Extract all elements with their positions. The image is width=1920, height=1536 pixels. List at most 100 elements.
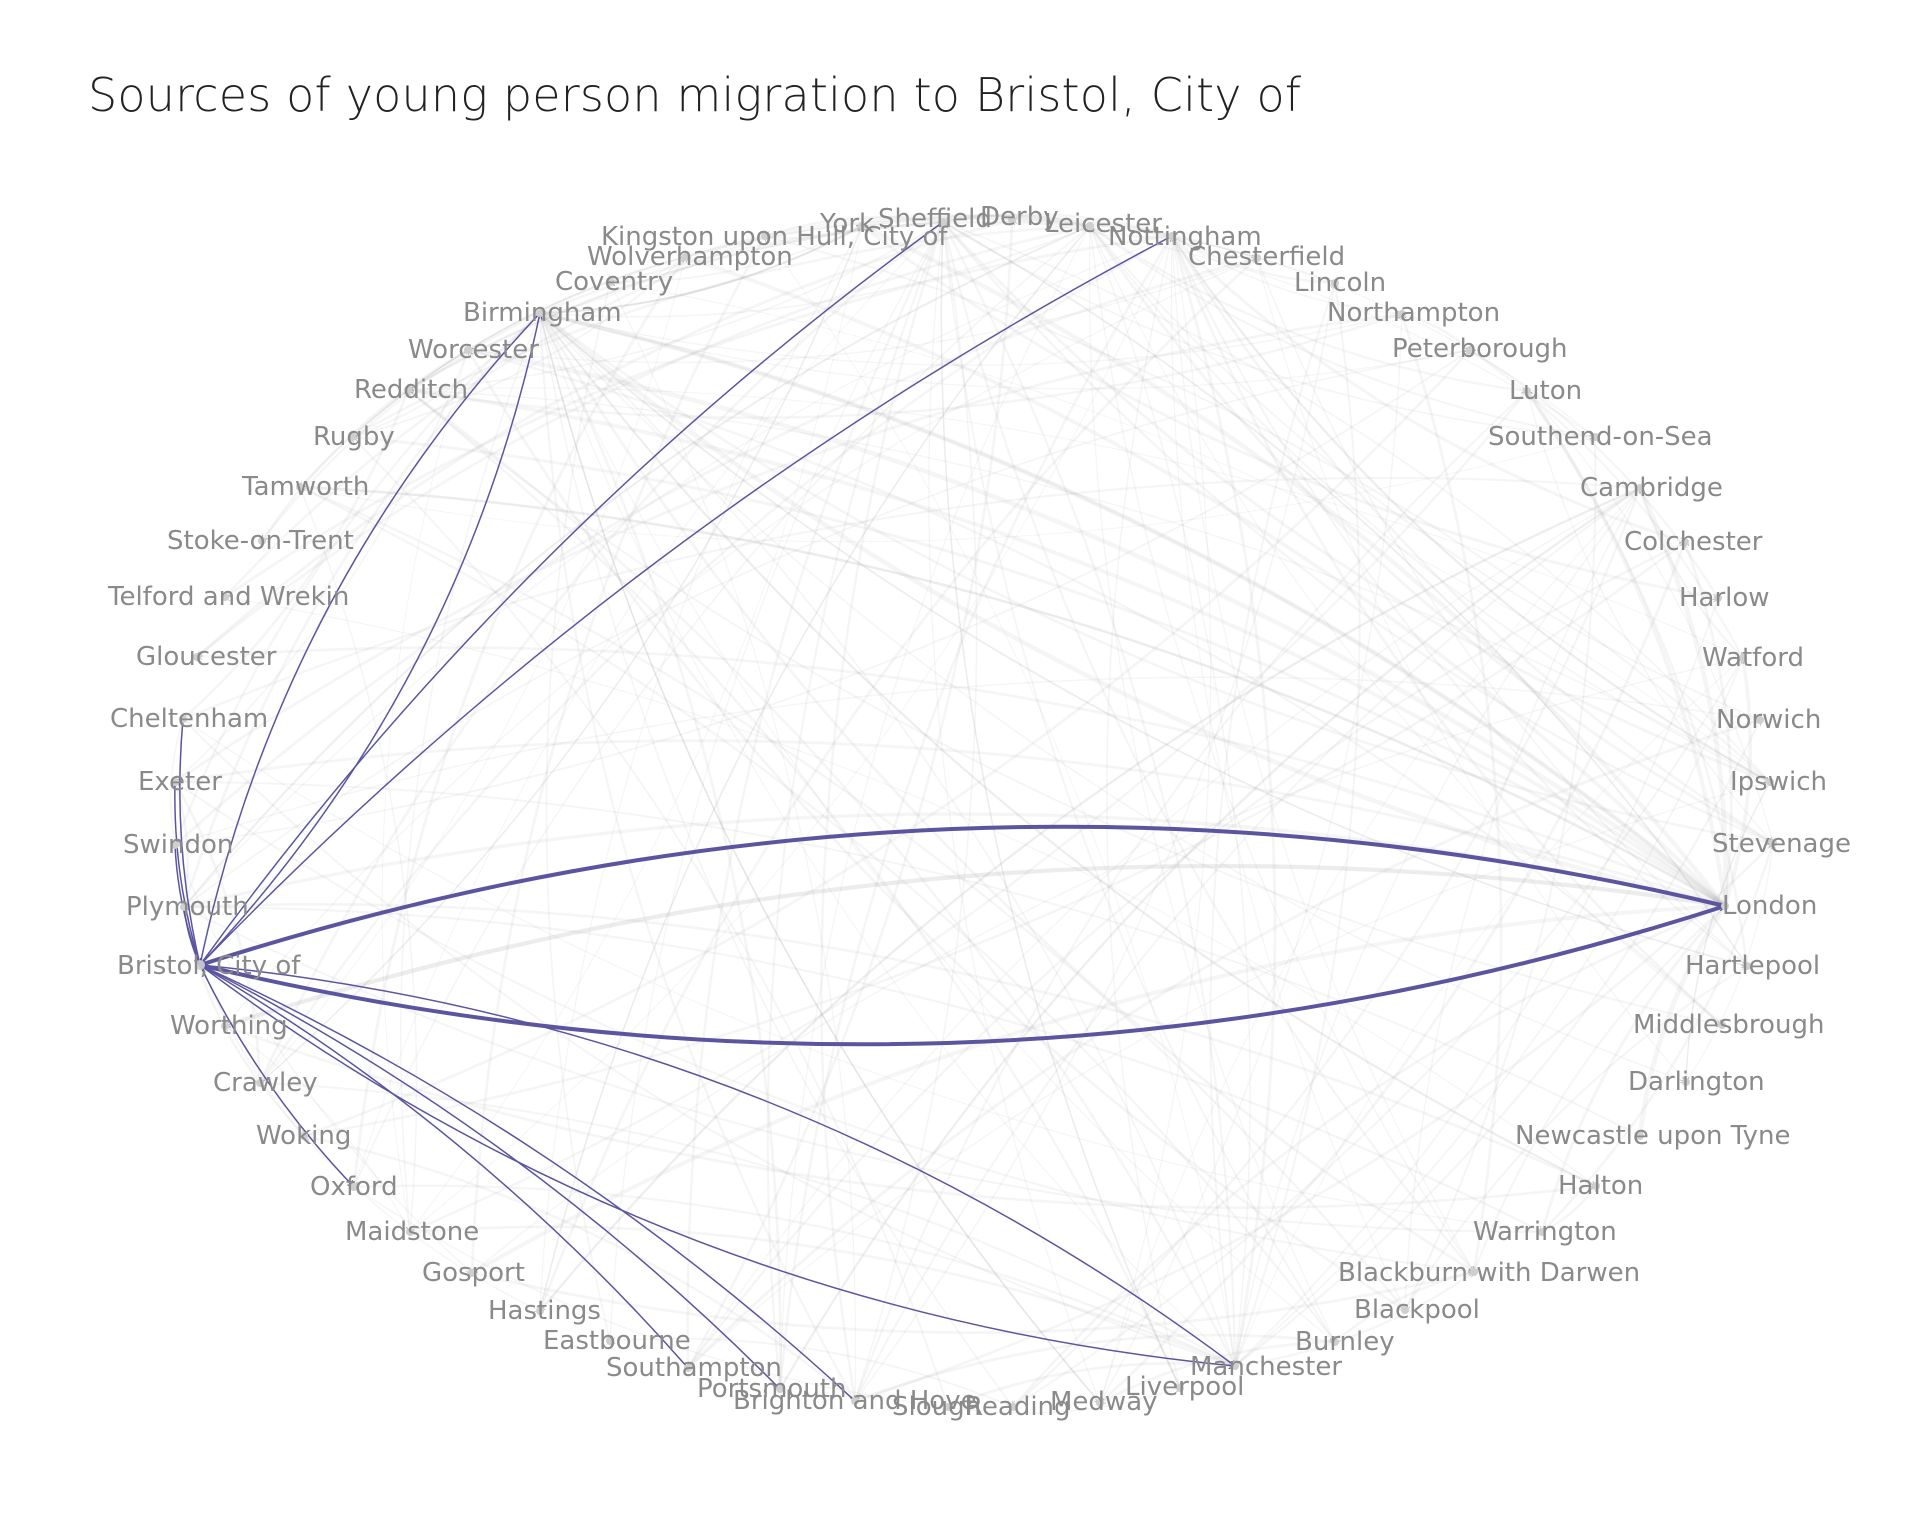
background-edge — [1470, 349, 1744, 659]
node-label-lincoln: Lincoln — [1294, 268, 1386, 298]
background-edge — [409, 226, 862, 1233]
node-wolverhampton — [681, 253, 689, 261]
node-cheltenham — [179, 715, 187, 723]
background-edge — [183, 906, 1542, 1232]
node-london — [1721, 902, 1729, 910]
background-edge — [855, 390, 1528, 1401]
background-edge — [1090, 226, 1251, 1367]
background-edge — [685, 255, 1727, 908]
node-worcester — [464, 346, 472, 354]
background-edge — [1405, 487, 1641, 1310]
background-edge — [686, 220, 1012, 1369]
edge-brighton-and-hove-to-bristol-city-of — [200, 965, 856, 1402]
background-edge — [300, 486, 1336, 1343]
node-label-cambridge: Cambridge — [1580, 473, 1723, 503]
node-label-halton: Halton — [1558, 1171, 1643, 1201]
node-label-nottingham: Nottingham — [1108, 222, 1262, 252]
background-edge — [1638, 487, 1743, 658]
background-edge — [303, 540, 1685, 1138]
background-edge — [1089, 225, 1474, 1272]
node-middlesbrough — [1718, 1021, 1726, 1029]
node-label-birmingham: Birmingham — [463, 298, 622, 328]
background-edge — [197, 646, 1726, 908]
background-edge — [1234, 283, 1361, 1367]
background-edge — [1171, 235, 1770, 782]
node-label-york: York — [819, 209, 874, 239]
background-edge — [299, 437, 1595, 543]
background-edge — [540, 487, 1641, 1311]
background-edge — [539, 312, 1686, 1082]
node-sheffield — [939, 218, 947, 226]
background-edge — [765, 215, 944, 236]
background-edge — [940, 221, 1180, 1388]
node-label-hastings: Hastings — [488, 1296, 601, 1326]
background-edges — [170, 212, 1773, 1414]
background-edge — [175, 312, 541, 845]
node-label-exeter: Exeter — [138, 767, 222, 797]
background-edge — [381, 349, 469, 1232]
background-edge — [766, 221, 945, 1389]
background-edge — [765, 236, 1236, 1367]
background-edge — [538, 312, 1474, 1274]
background-edge — [174, 781, 1474, 1272]
node-southampton — [684, 1364, 692, 1372]
background-edge — [942, 221, 1773, 845]
nodes-layer — [171, 216, 1777, 1411]
background-edge — [1171, 235, 1257, 258]
node-worthing — [221, 1022, 229, 1030]
node-label-manchester: Manchester — [1190, 1352, 1342, 1382]
background-edge — [225, 863, 1726, 1029]
background-edge — [539, 312, 1470, 390]
background-edge — [688, 487, 1641, 1368]
node-maidstone — [406, 1228, 414, 1236]
background-edge — [182, 718, 1542, 1232]
node-nottingham — [1168, 232, 1176, 240]
node-label-luton: Luton — [1509, 376, 1582, 406]
node-label-peterborough: Peterborough — [1392, 334, 1568, 364]
background-edge — [540, 310, 1727, 908]
background-edge — [1170, 235, 1773, 845]
background-edge — [352, 224, 1091, 439]
node-label-reading: Reading — [965, 1392, 1071, 1422]
background-edge — [539, 312, 1596, 1186]
background-edge — [942, 221, 1336, 1342]
background-edge — [1542, 905, 1727, 1232]
background-edge — [225, 257, 1258, 1026]
node-label-coventry: Coventry — [555, 267, 673, 297]
background-edge — [300, 487, 1726, 908]
background-edge — [173, 782, 262, 1084]
background-edge — [685, 213, 1091, 257]
background-edge — [1171, 235, 1402, 314]
background-edge — [540, 225, 863, 1311]
background-edge — [354, 256, 687, 1187]
node-label-gosport: Gosport — [422, 1258, 525, 1288]
node-manchester — [1231, 1362, 1239, 1370]
node-tamworth — [296, 483, 304, 491]
edge-exeter-to-bristol-city-of — [174, 781, 200, 965]
background-edge — [538, 312, 856, 1401]
background-edge — [1172, 236, 1596, 438]
background-edge — [1089, 224, 1172, 237]
node-telford-and-wrekin — [221, 593, 229, 601]
background-edge — [545, 281, 610, 1341]
background-edge — [354, 1186, 1236, 1368]
background-edge — [225, 1026, 411, 1233]
background-edge — [540, 225, 1091, 1311]
background-edge — [466, 349, 1405, 1312]
node-label-ipswich: Ipswich — [1730, 767, 1827, 797]
background-edge — [1525, 391, 1749, 967]
node-southend-on-sea — [1591, 433, 1599, 441]
node-label-stevenage: Stevenage — [1712, 829, 1851, 859]
node-leicester — [1086, 222, 1094, 230]
background-edge — [539, 226, 1090, 318]
background-edge — [539, 257, 685, 314]
node-hartlepool — [1743, 962, 1751, 970]
node-swindon — [171, 841, 179, 849]
background-edge — [1089, 225, 1595, 437]
background-edge — [1541, 843, 1773, 1233]
edge-portsmouth-to-bristol-city-of — [200, 965, 781, 1390]
background-edge — [407, 222, 943, 391]
node-harlow — [1714, 594, 1722, 602]
background-edge — [224, 1024, 1596, 1210]
background-edge — [262, 312, 541, 541]
